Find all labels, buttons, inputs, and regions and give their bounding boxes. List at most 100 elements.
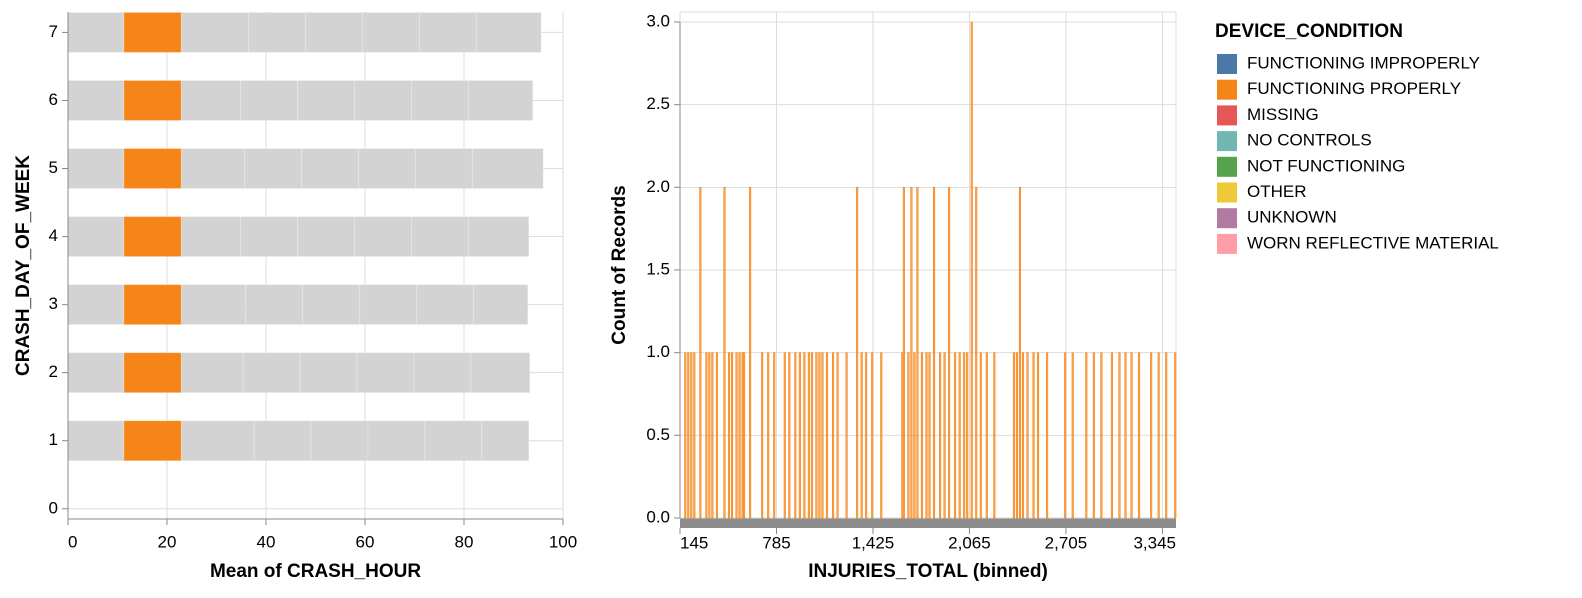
y-tick-label: 6	[49, 90, 58, 109]
histogram-bar	[860, 352, 863, 519]
bar-segment	[245, 284, 304, 326]
bar-segment	[123, 11, 182, 53]
bar-segment	[248, 11, 307, 53]
x-axis-title: Mean of CRASH_HOUR	[210, 561, 421, 582]
bar-segment	[180, 216, 242, 258]
legend-swatch	[1217, 79, 1237, 100]
histogram-bar	[735, 352, 738, 519]
histogram-bar	[1026, 352, 1029, 519]
histogram-bar	[954, 352, 957, 519]
histogram-bar	[1138, 352, 1141, 519]
histogram-bar	[693, 352, 696, 519]
histogram-bar	[963, 352, 966, 519]
histogram-bar	[730, 352, 734, 519]
histogram-bar	[1150, 352, 1153, 519]
histogram-bar	[1071, 352, 1074, 519]
histogram-bar	[1021, 352, 1025, 519]
y-tick-label: 1.0	[646, 342, 670, 361]
legend-label: FUNCTIONING IMPROPERLY	[1247, 53, 1480, 72]
histogram-bar	[845, 352, 848, 519]
histogram-bar	[708, 352, 711, 519]
y-tick-label: 0.0	[646, 507, 670, 526]
histogram-bar	[788, 352, 791, 519]
x-tick-label: 100	[549, 532, 577, 551]
histogram-bar	[818, 352, 821, 519]
legend-swatch	[1217, 233, 1237, 254]
histogram-bar	[1110, 352, 1113, 519]
histogram-bar	[910, 187, 913, 519]
bar-segment	[67, 352, 125, 394]
histogram-bar	[948, 187, 951, 519]
bar-segment	[472, 284, 529, 326]
histogram-bar	[699, 187, 702, 519]
bar-segment	[475, 11, 542, 53]
bar-segment	[359, 284, 417, 326]
legend-swatch	[1217, 54, 1237, 74]
histogram-bar	[928, 352, 931, 519]
bar-segment	[123, 148, 182, 190]
bar-segment	[302, 284, 361, 326]
histogram-bar	[966, 352, 969, 519]
x-tick-label: 1,425	[852, 533, 895, 552]
bar-segment	[244, 148, 303, 190]
bar-segment	[180, 420, 255, 462]
bar-segment	[180, 284, 247, 326]
legend-label: UNKNOWN	[1247, 208, 1337, 227]
histogram-bar	[810, 352, 813, 519]
x-tick-label: 60	[356, 532, 375, 551]
histogram-bar	[1012, 352, 1015, 519]
bar-segment	[358, 148, 416, 190]
x-tick-label: 2,065	[948, 533, 991, 552]
histogram-bar	[975, 187, 978, 519]
histogram-bar	[1032, 352, 1035, 519]
bar-segment	[67, 148, 125, 190]
legend-label: FUNCTIONING PROPERLY	[1247, 79, 1461, 98]
bar-segment	[297, 216, 356, 258]
histogram-bar	[865, 352, 868, 519]
x-tick-label: 785	[762, 533, 790, 552]
bar-segment	[424, 420, 483, 462]
histogram-bar	[705, 352, 708, 519]
bar-segment	[67, 11, 125, 53]
x-tick-label: 20	[158, 532, 177, 551]
histogram-bar	[1174, 352, 1177, 519]
y-tick-label: 2.5	[646, 94, 670, 113]
histogram-bar	[943, 352, 946, 519]
x-tick-label: 3,345	[1133, 533, 1176, 552]
histogram-bar	[1064, 352, 1067, 519]
histogram-bar	[1018, 187, 1022, 519]
histogram-bar	[932, 187, 936, 519]
x-tick-label: 2,705	[1045, 533, 1088, 552]
bar-segment	[123, 420, 182, 462]
bar-segment	[367, 420, 426, 462]
histogram-bar	[985, 352, 988, 519]
bar-segment	[481, 420, 530, 462]
histogram-bar	[1124, 352, 1127, 519]
bar-segment	[301, 148, 360, 190]
bar-segment	[242, 352, 301, 394]
histogram-bar	[783, 352, 786, 519]
legend-label: WORN REFLECTIVE MATERIAL	[1247, 233, 1499, 252]
bar-segment	[305, 11, 364, 53]
bar-segment	[180, 11, 250, 53]
y-tick-label: 4	[49, 226, 58, 245]
y-tick-label: 0	[49, 498, 58, 517]
histogram-bar	[1037, 352, 1040, 519]
histogram-bar	[913, 352, 916, 519]
histogram-bar	[856, 187, 859, 519]
bar-segment	[467, 79, 534, 121]
histogram-bar	[1157, 352, 1160, 519]
histogram-bar	[916, 187, 919, 519]
histogram-bar	[1118, 352, 1121, 519]
x-tick-label: 0	[68, 532, 77, 551]
legend-label: OTHER	[1247, 182, 1307, 201]
bar-segment	[67, 216, 125, 258]
brush-band	[680, 518, 1176, 528]
y-tick-label: 2	[49, 362, 58, 381]
bar-segment	[471, 148, 544, 190]
histogram-bar	[738, 352, 741, 519]
bar-segment	[299, 352, 358, 394]
histogram-bar	[761, 352, 764, 519]
histogram-bar	[723, 187, 726, 519]
legend-swatch	[1217, 105, 1237, 126]
